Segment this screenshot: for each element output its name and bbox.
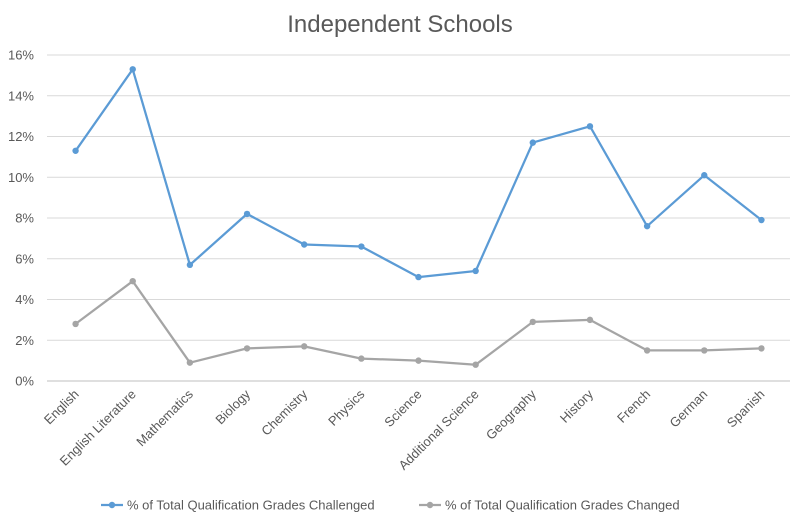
x-tick-label: Biology: [212, 386, 253, 427]
data-point: [586, 123, 594, 130]
legend-item: % of Total Qualification Grades Challeng…: [101, 498, 375, 513]
series-lines: [72, 66, 765, 368]
data-point: [529, 139, 537, 146]
data-point: [358, 243, 365, 250]
y-tick-label: 4%: [15, 292, 34, 307]
x-tick-label: Chemistry: [258, 386, 310, 438]
legend-label: % of Total Qualification Grades Challeng…: [127, 498, 375, 513]
series-1: [72, 66, 765, 281]
legend-marker: [108, 501, 116, 509]
data-point: [758, 345, 765, 352]
data-point: [586, 316, 594, 324]
series-line: [74, 280, 762, 366]
x-tick-label: Physics: [325, 386, 368, 429]
data-point: [758, 216, 765, 224]
data-point: [72, 320, 79, 328]
x-tick-label: French: [614, 387, 653, 426]
data-point: [129, 277, 136, 285]
data-point: [643, 347, 651, 354]
data-point: [701, 347, 708, 354]
x-tick-label: Science: [381, 387, 424, 430]
legend-label: % of Total Qualification Grades Changed: [445, 498, 680, 513]
data-point: [243, 345, 251, 352]
legend-item: % of Total Qualification Grades Changed: [419, 498, 680, 513]
data-point: [529, 318, 537, 326]
data-point: [415, 273, 422, 281]
data-point: [472, 361, 479, 368]
legend: % of Total Qualification Grades Challeng…: [101, 498, 680, 513]
x-tick-label: English: [41, 387, 82, 428]
x-tick-label: German: [667, 387, 711, 431]
x-tick-label: Geography: [483, 386, 539, 442]
x-tick-label: Spanish: [724, 387, 768, 431]
series-2: [72, 277, 765, 368]
data-point: [472, 267, 479, 275]
y-tick-label: 6%: [15, 251, 34, 266]
data-point: [72, 147, 79, 154]
data-point: [300, 343, 308, 350]
y-tick-label: 0%: [15, 374, 34, 389]
y-tick-label: 12%: [8, 129, 34, 144]
y-tick-label: 2%: [15, 333, 34, 348]
series-line: [74, 68, 763, 279]
data-point: [643, 222, 651, 230]
chart-title: Independent Schools: [287, 11, 513, 38]
data-point: [243, 210, 251, 218]
data-point: [186, 261, 194, 269]
gridlines: [47, 54, 790, 382]
y-axis-ticks: 0% 2% 4% 6% 8% 10% 12% 14% 16%: [8, 48, 34, 389]
y-tick-label: 14%: [8, 88, 34, 103]
data-point: [415, 357, 422, 364]
data-point: [129, 66, 136, 73]
data-point: [358, 355, 365, 362]
data-point: [701, 172, 708, 179]
y-tick-label: 8%: [15, 211, 34, 226]
y-tick-label: 16%: [8, 48, 34, 63]
x-tick-label: Mathematics: [133, 386, 196, 449]
y-tick-label: 10%: [8, 170, 34, 185]
data-point: [186, 359, 194, 366]
x-tick-label: History: [557, 386, 597, 426]
data-point: [300, 241, 308, 248]
legend-marker: [426, 501, 434, 509]
